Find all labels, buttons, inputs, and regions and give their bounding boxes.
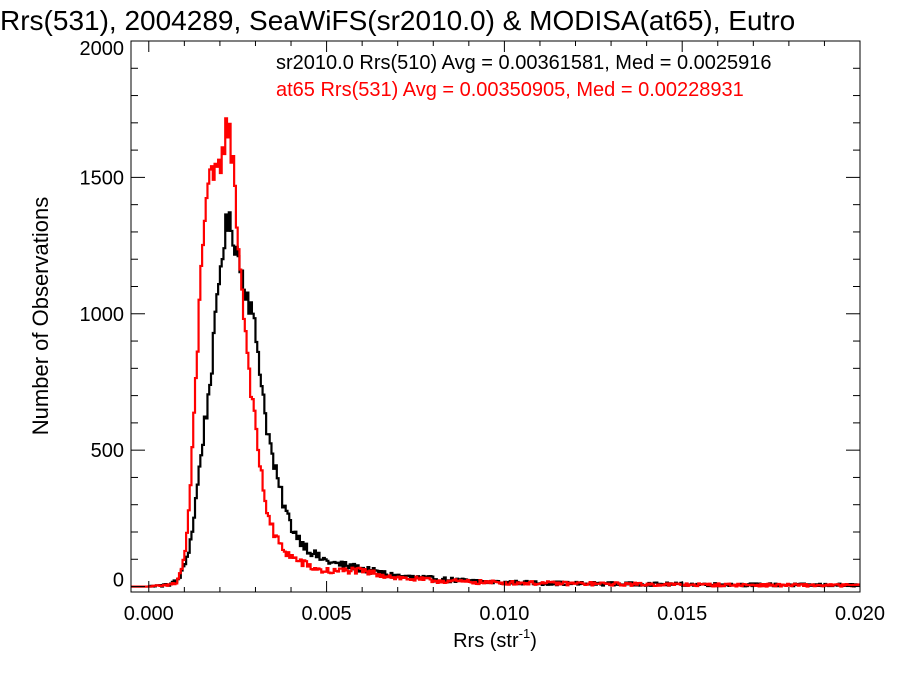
- y-tick-label: 1500: [80, 167, 125, 189]
- series-line-1: [131, 117, 860, 588]
- series-layer: [131, 117, 860, 588]
- y-axis-label: Number of Observations: [28, 197, 53, 435]
- x-tick-label: 0.015: [657, 603, 707, 625]
- plot-frame: [130, 40, 861, 593]
- x-tick-label: 0.000: [124, 603, 174, 625]
- y-tick-label: 0: [113, 570, 124, 592]
- x-axis-label-main: Rrs (str: [453, 630, 519, 652]
- y-tick-label: 2000: [80, 38, 125, 60]
- x-tick-label: 0.020: [835, 603, 885, 625]
- y-tick-label: 1000: [80, 304, 125, 326]
- chart-title: Rrs(531), 2004289, SeaWiFS(sr2010.0) & M…: [0, 5, 795, 36]
- x-tick-label: 0.010: [479, 603, 529, 625]
- x-axis-label: Rrs (str-1): [453, 626, 537, 652]
- x-tick-label: 0.005: [302, 603, 352, 625]
- x-axis-label-end: ): [530, 630, 537, 652]
- x-axis-label-sup: -1: [519, 626, 531, 641]
- legend-entry-sr2010: sr2010.0 Rrs(510) Avg = 0.00361581, Med …: [276, 52, 772, 74]
- legend-entry-at65: at65 Rrs(531) Avg = 0.00350905, Med = 0.…: [276, 79, 744, 101]
- axis-ticks: 0.000 0.005 0.010 0.015 0.020 0 500 1000 1500 200…: [80, 38, 886, 625]
- y-tick-label: 500: [91, 440, 124, 462]
